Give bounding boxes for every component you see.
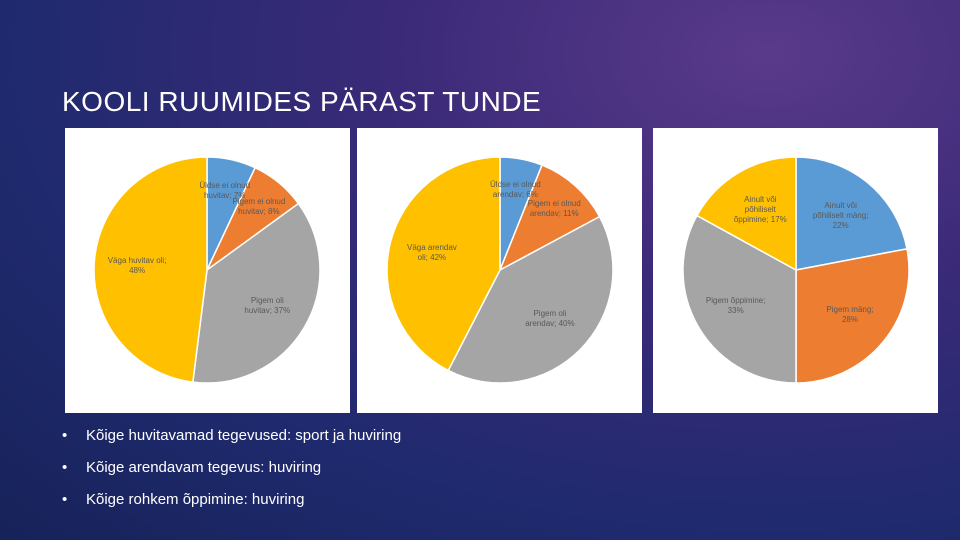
bullet-item: • Kõige rohkem õppimine: huviring [62, 491, 305, 508]
pie-slice [191, 202, 321, 384]
data-label: Pigem ei olnud huvitav; 8% [232, 197, 286, 217]
data-label: Ainult või põhiliselt mäng; 22% [812, 201, 869, 231]
pie-slice [795, 247, 910, 384]
data-label: Väga arendav oli; 42% [406, 243, 457, 263]
bullet-item: • Kõige huvitavamad tegevused: sport ja h… [62, 427, 402, 444]
data-label: Pigem õppimine; 33% [705, 295, 766, 315]
slide-title: KOOLI RUUMIDES PÄRAST TUNDE [62, 86, 542, 117]
bullet-text: Kõige rohkem õppimine: huviring [86, 491, 305, 508]
pie-slice [682, 214, 797, 384]
pie-slice [695, 156, 797, 272]
data-label: Üldse ei olnud arendav; 6% [490, 180, 541, 200]
data-label: Pigem ei olnud arendav; 11% [527, 199, 581, 219]
pie-slice [93, 156, 208, 383]
pie-slice [498, 164, 601, 272]
bullet-item: • Kõige arendavam tegevus: huviring [62, 459, 322, 476]
pie-slice [795, 156, 908, 271]
bullet-text: Kõige huvitavamad tegevused: sport ja hu… [86, 427, 402, 444]
data-label: Pigem oli arendav; 40% [525, 309, 575, 329]
data-label: Üldse ei olnud huvitav; 7% [199, 180, 251, 200]
pie-slice [447, 215, 614, 384]
data-label: Väga huvitav oli; 48% [107, 255, 167, 275]
bullet-text: Kõige arendavam tegevus: huviring [86, 459, 322, 476]
data-label: Pigem mäng; 28% [826, 304, 874, 324]
data-label: Pigem oli huvitav; 37% [244, 295, 291, 315]
pie-slice [386, 156, 501, 372]
data-label: Ainult või põhiliselt õppimine; 17% [733, 194, 787, 224]
